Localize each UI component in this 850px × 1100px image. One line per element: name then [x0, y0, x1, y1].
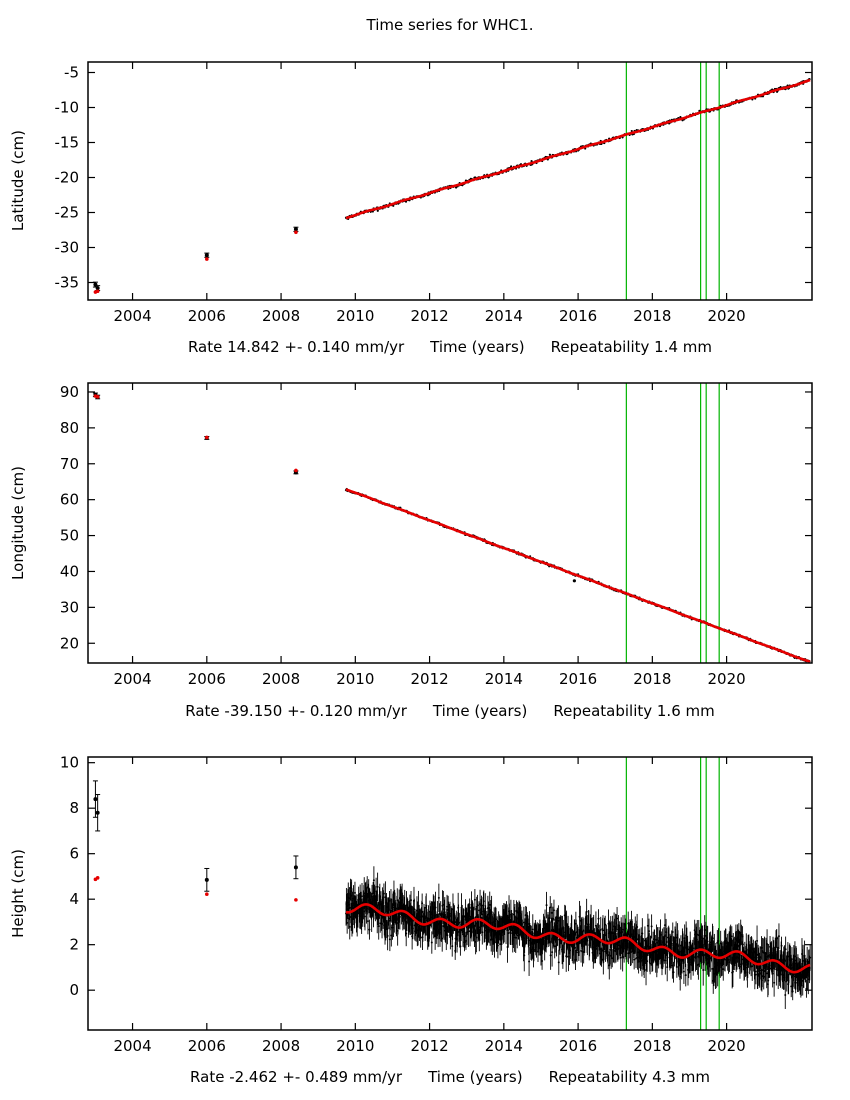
longitude-repeatability-label: Repeatability 1.6 mm — [553, 702, 715, 720]
svg-text:90: 90 — [60, 383, 79, 401]
svg-text:2010: 2010 — [336, 307, 374, 325]
latitude-axis-label: Latitude (cm) — [9, 130, 27, 232]
svg-text:2012: 2012 — [410, 307, 448, 325]
longitude-rate-label: Rate -39.150 +- 0.120 mm/yr — [185, 702, 407, 720]
svg-text:2020: 2020 — [708, 670, 746, 688]
longitude-axis-label: Longitude (cm) — [9, 466, 27, 580]
svg-text:20: 20 — [60, 634, 79, 652]
svg-text:2014: 2014 — [485, 307, 523, 325]
svg-text:70: 70 — [60, 455, 79, 473]
svg-text:2004: 2004 — [113, 670, 151, 688]
latitude-axis-label-box: Latitude (cm) — [6, 62, 30, 300]
svg-text:60: 60 — [60, 491, 79, 509]
svg-text:50: 50 — [60, 527, 79, 545]
svg-text:40: 40 — [60, 562, 79, 580]
time-axis-label-height: Time (years) — [428, 1068, 523, 1086]
svg-text:-10: -10 — [55, 99, 80, 117]
svg-text:2006: 2006 — [188, 670, 226, 688]
svg-text:2016: 2016 — [559, 307, 597, 325]
svg-text:2014: 2014 — [485, 670, 523, 688]
height-axis-label-box: Height (cm) — [6, 757, 30, 1030]
longitude-axis-label-box: Longitude (cm) — [6, 383, 30, 663]
height-rate-label: Rate -2.462 +- 0.489 mm/yr — [190, 1068, 403, 1086]
svg-text:80: 80 — [60, 419, 79, 437]
svg-text:-35: -35 — [55, 274, 80, 292]
height-axis-label: Height (cm) — [9, 849, 27, 938]
svg-text:-15: -15 — [55, 134, 80, 152]
svg-text:30: 30 — [60, 598, 79, 616]
latitude-repeatability-label: Repeatability 1.4 mm — [550, 338, 713, 356]
height-repeatability-label: Repeatability 4.3 mm — [548, 1068, 710, 1086]
svg-text:2018: 2018 — [633, 670, 671, 688]
time-axis-label-longitude: Time (years) — [432, 702, 528, 720]
svg-text:2008: 2008 — [262, 670, 300, 688]
svg-text:2020: 2020 — [708, 307, 746, 325]
svg-text:2018: 2018 — [633, 307, 671, 325]
svg-text:2016: 2016 — [559, 670, 597, 688]
latitude-stats-line: Rate 14.842 +- 0.140 mm/yr Time (years) Re… — [88, 338, 812, 356]
height-stats-line: Rate -2.462 +- 0.489 mm/yr Time (years) Re… — [88, 1068, 812, 1086]
svg-text:-5: -5 — [64, 64, 79, 82]
svg-text:2004: 2004 — [113, 307, 151, 325]
svg-text:2008: 2008 — [262, 307, 300, 325]
svg-text:2006: 2006 — [188, 307, 226, 325]
svg-text:2012: 2012 — [410, 670, 448, 688]
longitude-stats-line: Rate -39.150 +- 0.120 mm/yr Time (years) R… — [88, 702, 812, 720]
svg-text:-25: -25 — [55, 204, 80, 222]
svg-text:-30: -30 — [55, 239, 80, 257]
latitude-rate-label: Rate 14.842 +- 0.140 mm/yr — [187, 338, 405, 356]
svg-text:-20: -20 — [55, 169, 80, 187]
time-axis-label-latitude: Time (years) — [430, 338, 525, 356]
figure-title: Time series for WHC1. — [366, 16, 534, 34]
svg-text:2010: 2010 — [336, 670, 374, 688]
